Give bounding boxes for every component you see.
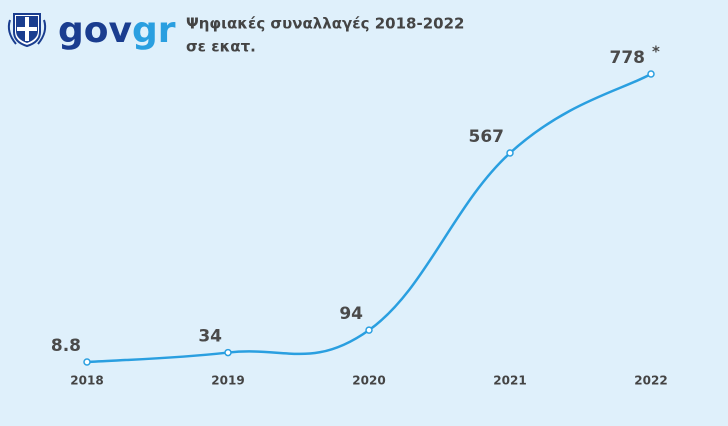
- x-tick-label: 2019: [211, 374, 244, 388]
- data-label: 94: [339, 304, 363, 324]
- x-tick-label: 2021: [493, 374, 526, 388]
- data-point: [506, 149, 514, 157]
- data-label: 567: [469, 127, 505, 147]
- chart-title: Ψηφιακές συναλλαγές 2018-2022: [186, 15, 464, 33]
- logo-gov: gov: [58, 10, 132, 51]
- data-line: [86, 72, 652, 364]
- chart-subtitle: σε εκατ.: [186, 38, 256, 56]
- data-point: [83, 358, 91, 366]
- data-label: 778: [610, 48, 646, 68]
- annotation: *: [652, 43, 660, 61]
- data-point: [365, 326, 373, 334]
- emblem: [7, 13, 47, 48]
- x-tick-label: 2018: [70, 374, 103, 388]
- data-label: 34: [198, 327, 222, 347]
- data-point: [224, 348, 232, 357]
- x-tick-label: 2020: [352, 374, 385, 388]
- data-label: 8.8: [51, 336, 81, 356]
- logo-text: govgr: [58, 10, 176, 51]
- data-point: [647, 70, 655, 78]
- x-tick-label: 2022: [634, 374, 667, 388]
- logo-gr: gr: [132, 10, 176, 51]
